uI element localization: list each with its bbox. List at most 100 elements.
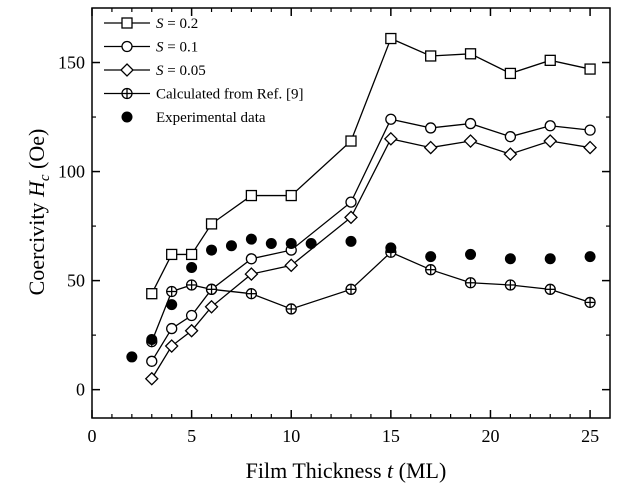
data-point-s005 xyxy=(423,140,438,155)
legend-label: S = 0.1 xyxy=(156,40,198,56)
legend-entry-s01: S = 0.1 xyxy=(104,40,198,56)
data-point-s01 xyxy=(385,113,397,125)
series-line-s005 xyxy=(151,138,591,380)
legend-entry-s005: S = 0.05 xyxy=(104,63,206,79)
y-tick-label: 50 xyxy=(67,271,85,291)
data-point-calc xyxy=(425,264,437,276)
diamond-marker-shape xyxy=(463,134,478,148)
circle-marker-shape xyxy=(504,131,517,143)
circle-marker-shape xyxy=(345,196,357,208)
data-point-s005 xyxy=(583,140,597,155)
circle-marker-shape xyxy=(464,117,477,130)
diamond-marker-shape xyxy=(244,267,259,281)
data-point-s02 xyxy=(504,67,517,80)
data-point-s005 xyxy=(184,323,199,338)
filled-circle-shape xyxy=(504,253,516,265)
legend-marker xyxy=(121,40,133,53)
data-point-calc xyxy=(205,283,218,295)
x-tick-label: 15 xyxy=(382,426,400,446)
legend: S = 0.2 S = 0.1 S = 0.05 Calculated from Re… xyxy=(104,16,303,126)
legend-text-rest: = 0.2 xyxy=(164,16,199,32)
data-point-s01 xyxy=(166,322,178,335)
filled-circle-shape xyxy=(345,235,357,247)
filled-circle-shape xyxy=(465,248,477,260)
data-point-calc xyxy=(504,279,517,291)
filled-circle-shape xyxy=(245,233,257,245)
data-point-s02 xyxy=(544,54,556,66)
data-point-exp xyxy=(186,262,198,274)
filled-circle-shape xyxy=(126,351,138,363)
data-point-exp xyxy=(385,242,397,254)
y-tick-label: 150 xyxy=(58,53,85,73)
series-s01 xyxy=(146,113,596,367)
diamond-marker-shape xyxy=(164,339,179,353)
filled-circle-shape xyxy=(425,251,437,263)
data-point-s005 xyxy=(244,267,259,281)
x-axis-title: Film Thickness t (ML) xyxy=(246,458,447,483)
x-tick-label: 20 xyxy=(481,426,499,446)
data-point-exp xyxy=(265,238,277,250)
data-point-calc xyxy=(544,283,556,295)
legend-text-rest: = 0.05 xyxy=(164,63,206,79)
data-point-calc xyxy=(584,296,596,309)
filled-circle-shape xyxy=(146,333,158,345)
circle-marker-shape xyxy=(544,120,556,132)
data-point-s005 xyxy=(383,131,398,146)
x-tick-label: 5 xyxy=(187,426,196,446)
data-point-s01 xyxy=(544,120,556,132)
diamond-marker-shape xyxy=(184,323,199,338)
data-point-calc xyxy=(464,277,477,289)
data-point-exp xyxy=(465,248,477,260)
data-point-exp xyxy=(206,244,218,256)
square-marker-shape xyxy=(146,288,158,300)
data-point-s02 xyxy=(166,248,178,261)
diamond-marker-shape xyxy=(144,371,159,386)
data-point-s005 xyxy=(503,147,518,162)
legend-var: S xyxy=(156,63,164,79)
data-point-calc xyxy=(166,285,178,298)
legend-entry-calc: Calculated from Ref. [9] xyxy=(104,87,303,103)
square-marker-shape xyxy=(385,32,397,45)
y-axis-title: Coercivity Hc (Oe) xyxy=(24,129,53,296)
legend-label: Calculated from Ref. [9] xyxy=(156,87,303,103)
square-marker-shape xyxy=(584,63,596,75)
data-point-s02 xyxy=(345,135,357,147)
data-point-s02 xyxy=(146,288,158,300)
data-point-s01 xyxy=(584,124,596,136)
square-marker-shape xyxy=(464,48,477,60)
filled-circle-shape xyxy=(265,238,277,250)
filled-circle-shape xyxy=(385,242,397,254)
data-point-exp xyxy=(584,251,596,263)
circle-marker-shape xyxy=(425,122,437,134)
filled-circle-shape xyxy=(305,238,317,250)
square-marker-shape xyxy=(425,50,437,62)
data-point-calc xyxy=(245,288,258,300)
x-tick-label: 10 xyxy=(282,426,300,446)
filled-circle-shape xyxy=(186,262,198,274)
data-point-exp xyxy=(285,238,297,250)
legend-text-rest: = 0.1 xyxy=(164,40,199,56)
diamond-marker-shape xyxy=(204,299,219,314)
square-marker-shape xyxy=(121,17,133,29)
data-point-s01 xyxy=(464,117,477,130)
data-point-s005 xyxy=(144,371,159,386)
series-line-s02 xyxy=(151,37,591,294)
legend-entry-s02: S = 0.2 xyxy=(104,16,198,32)
legend-marker xyxy=(121,17,133,29)
series-line-calc xyxy=(151,251,591,342)
axes-frame: 0 5 10 15 20 25 0 50 100 150 xyxy=(58,7,611,446)
filled-circle-shape xyxy=(225,240,237,252)
series-line-s01 xyxy=(151,118,591,362)
diamond-marker-shape xyxy=(120,63,134,77)
circle-marker-shape xyxy=(245,253,258,265)
square-marker-shape xyxy=(345,135,357,147)
data-point-s005 xyxy=(543,134,558,148)
legend-marker xyxy=(121,111,133,123)
diamond-marker-shape xyxy=(583,140,597,155)
filled-circle-shape xyxy=(166,299,178,311)
circle-marker-shape xyxy=(385,113,397,125)
data-point-s01 xyxy=(245,253,258,265)
data-point-exp xyxy=(166,299,178,311)
data-point-calc xyxy=(345,283,357,295)
